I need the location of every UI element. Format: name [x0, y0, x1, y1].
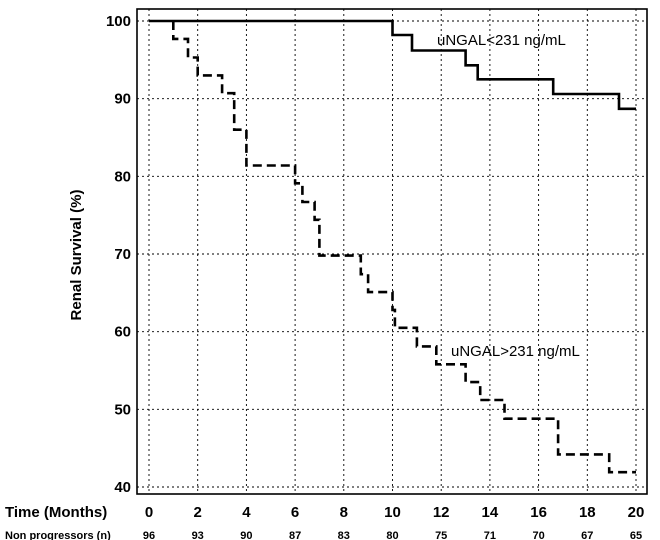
risk-count-9: 67 [581, 530, 593, 540]
risk-count-4: 83 [338, 530, 350, 540]
series-line-1 [172, 21, 636, 474]
risk-count-6: 75 [435, 530, 447, 540]
risk-count-7: 71 [484, 530, 496, 540]
risk-count-5: 80 [386, 530, 398, 540]
x-tick-label-12: 12 [433, 504, 450, 521]
x-tick-label-20: 20 [628, 504, 645, 521]
series-label-high-ngal: uNGAL>231 ng/mL [451, 343, 580, 360]
y-tick-layer: 40 50 60 70 80 90 100 [106, 13, 131, 496]
risk-count-8: 70 [532, 530, 544, 540]
x-tick-label-2: 2 [194, 504, 202, 521]
series-layer [149, 19, 636, 474]
series-label-low-ngal: uNGAL<231 ng/mL [437, 32, 566, 49]
y-tick-label-50: 50 [114, 401, 131, 418]
x-tick-label-14: 14 [482, 504, 499, 521]
plot-frame [136, 8, 648, 495]
x-tick-label-10: 10 [384, 504, 401, 521]
x-tick-label-18: 18 [579, 504, 596, 521]
risk-count-1: 93 [192, 530, 204, 540]
series-line-0 [149, 19, 636, 111]
risk-count-2: 90 [240, 530, 252, 540]
risk-count-10: 65 [630, 530, 642, 540]
y-axis-label: Renal Survival (%) [68, 190, 85, 321]
y-tick-label-40: 40 [114, 479, 131, 496]
x-tick-label-8: 8 [340, 504, 348, 521]
x-tick-layer: 0 2 4 6 8 10 12 14 16 18 20 [145, 504, 645, 521]
grid-layer [137, 9, 647, 494]
y-tick-label-100: 100 [106, 13, 131, 30]
y-tick-label-70: 70 [114, 246, 131, 263]
x-tick-label-0: 0 [145, 504, 153, 521]
y-tick-label-80: 80 [114, 168, 131, 185]
x-tick-label-16: 16 [530, 504, 547, 521]
risk-table-label: Non progressors (n) [5, 530, 111, 540]
x-tick-label-4: 4 [242, 504, 251, 521]
x-axis-label: Time (Months) [5, 504, 107, 521]
y-tick-label-90: 90 [114, 91, 131, 108]
risk-count-3: 87 [289, 530, 301, 540]
risk-count-0: 96 [143, 530, 155, 540]
y-tick-label-60: 60 [114, 324, 131, 341]
risk-table: 96 93 90 87 83 80 75 71 70 67 65 [143, 530, 642, 540]
x-tick-label-6: 6 [291, 504, 299, 521]
